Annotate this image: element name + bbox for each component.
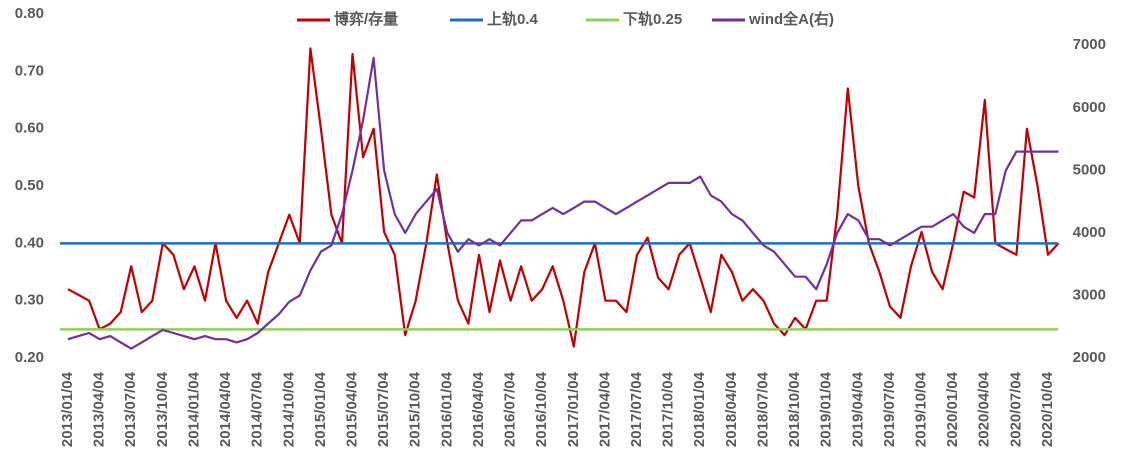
y2-tick-label: 2000 <box>1073 349 1106 366</box>
legend-label: 博弈/存量 <box>334 10 398 28</box>
y2-tick-label: 3000 <box>1073 286 1106 303</box>
x-tick-label: 2016/07/04 <box>502 371 519 447</box>
x-tick-label: 2013/07/04 <box>122 371 139 447</box>
x-tick-label: 2020/10/04 <box>1039 371 1056 447</box>
x-tick-label: 2016/01/04 <box>438 371 455 447</box>
x-tick-label: 2015/04/04 <box>343 371 360 447</box>
series-line <box>67 47 1060 348</box>
x-tick-label: 2017/07/04 <box>628 371 645 447</box>
x-tick-label: 2015/07/04 <box>375 371 392 447</box>
y-tick-label: 0.40 <box>15 234 44 251</box>
x-tick-label: 2013/10/04 <box>154 371 171 447</box>
y2-tick-label: 7000 <box>1073 36 1106 53</box>
x-tick-label: 2018/04/04 <box>723 371 740 447</box>
legend-label: 下轨0.25 <box>623 10 682 28</box>
x-tick-label: 2019/01/04 <box>818 371 835 447</box>
x-tick-label: 2016/10/04 <box>533 371 550 447</box>
x-tick-label: 2014/07/04 <box>249 371 266 447</box>
x-tick-label: 2018/10/04 <box>786 371 803 447</box>
x-tick-label: 2020/01/04 <box>944 371 961 447</box>
x-tick-label: 2020/04/04 <box>976 371 993 447</box>
x-tick-label: 2013/01/04 <box>59 371 76 447</box>
legend-label: 上轨0.4 <box>487 10 539 28</box>
x-tick-label: 2019/10/04 <box>913 371 930 447</box>
y-tick-label: 0.80 <box>15 5 44 22</box>
x-tick-label: 2019/04/04 <box>849 371 866 447</box>
legend-label: wind全A(右) <box>748 10 834 28</box>
x-tick-label: 2014/01/04 <box>185 371 202 447</box>
series-line <box>67 56 1059 350</box>
y2-tick-label: 5000 <box>1073 161 1106 178</box>
x-tick-label: 2013/04/04 <box>91 371 108 447</box>
x-tick-label: 2018/07/04 <box>754 371 771 447</box>
y-tick-label: 0.20 <box>15 349 44 366</box>
x-tick-label: 2019/07/04 <box>881 371 898 447</box>
x-tick-label: 2014/04/04 <box>217 371 234 447</box>
y-tick-label: 0.50 <box>15 177 44 194</box>
x-tick-label: 2015/10/04 <box>407 371 424 447</box>
y2-tick-label: 4000 <box>1073 224 1106 241</box>
y-tick-label: 0.60 <box>15 120 44 137</box>
x-tick-label: 2015/01/04 <box>312 371 329 447</box>
x-tick-label: 2014/10/04 <box>280 371 297 447</box>
x-tick-label: 2018/01/04 <box>691 371 708 447</box>
y2-tick-label: 6000 <box>1073 99 1106 116</box>
x-tick-label: 2016/04/04 <box>470 371 487 447</box>
x-tick-label: 2017/10/04 <box>660 371 677 447</box>
x-tick-label: 2017/01/04 <box>565 371 582 447</box>
x-tick-label: 2017/04/04 <box>596 371 613 447</box>
y-tick-label: 0.30 <box>15 292 44 309</box>
x-tick-label: 2020/07/04 <box>1007 371 1024 447</box>
y-tick-label: 0.70 <box>15 62 44 79</box>
